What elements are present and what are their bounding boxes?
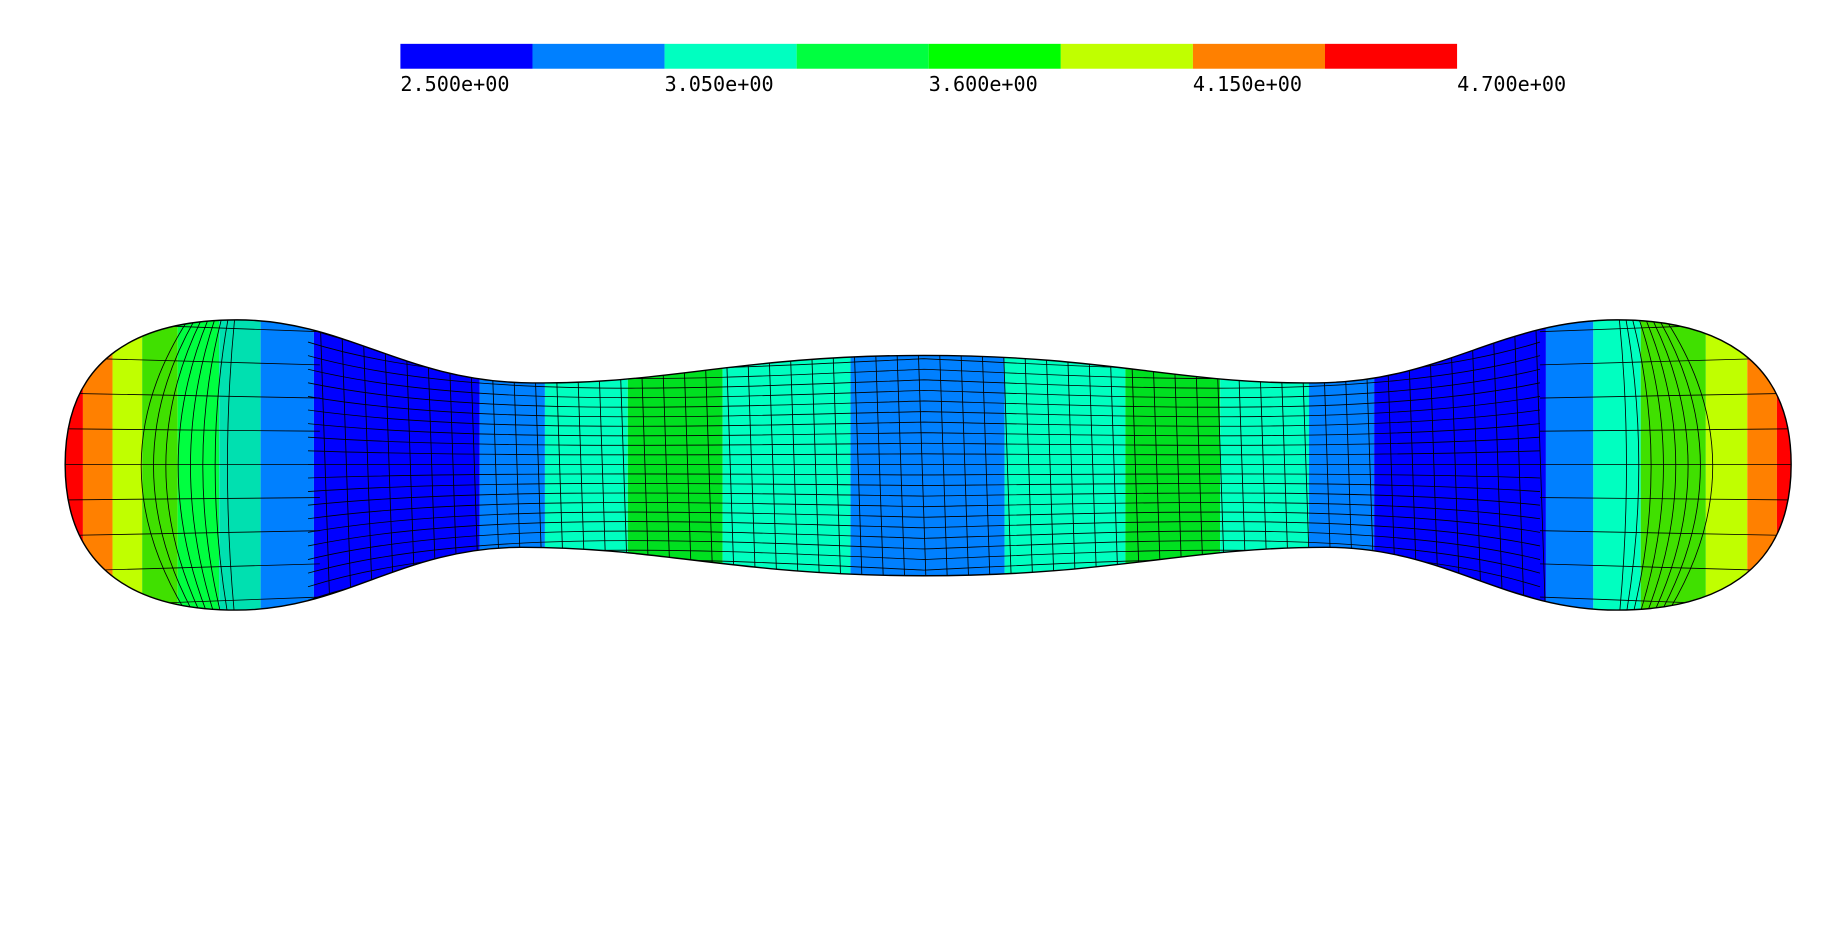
mesh-line [307,423,1541,437]
mesh-line [1651,319,1701,611]
mesh-line [340,319,353,611]
mesh-line [895,319,907,611]
mesh-line [307,382,1541,408]
mesh-line [307,502,1541,520]
color-band [1192,43,1325,69]
mesh-line [1513,319,1526,611]
mesh-line [1640,319,1677,611]
mesh-line [362,319,374,611]
mesh-line [307,530,1541,560]
mesh-line [140,319,197,611]
mesh-line [227,319,237,611]
mesh-line [937,319,950,611]
mesh-line [873,319,886,611]
color-band [796,43,929,69]
mesh-line [214,319,231,611]
mesh-line [65,357,320,366]
mesh-line [190,319,220,611]
mesh-line [319,319,331,611]
colorbar-tick-label: 2.500e+00 [400,72,509,96]
mesh-line [1534,319,1547,611]
mesh-lines [65,319,1792,611]
mesh-line [307,355,1541,389]
mesh-line [1539,497,1792,501]
mesh-line [307,450,1541,456]
mesh-line [1657,319,1714,611]
mesh-line [307,436,1541,446]
colorbar: 2.500e+00 3.050e+00 3.600e+00 4.150e+00 4.70… [400,43,1566,96]
mesh-line [65,392,320,399]
mesh-line [1629,319,1652,611]
mesh-line [1470,319,1483,611]
mesh-line [1623,319,1640,611]
mesh-line [177,319,214,611]
mesh-line [202,319,225,611]
color-band [1324,43,1458,69]
colorbar-tick-label: 4.150e+00 [1193,72,1302,96]
color-band [400,43,533,69]
mesh-line [307,540,1541,574]
mesh-line [153,319,202,611]
mesh-line [307,396,1541,418]
mesh-line [307,368,1541,399]
color-band [664,43,797,69]
color-band [532,43,665,69]
mesh-line [307,492,1541,506]
mesh-line [307,483,1541,492]
mesh-line [65,530,320,536]
colorbar-tick-label: 4.700e+00 [1457,72,1566,96]
mesh-line [165,319,208,611]
color-band [928,43,1061,69]
mesh-line [65,497,320,501]
colorbar-tick-label: 3.600e+00 [929,72,1038,96]
mesh-line [1539,530,1792,536]
body-outline [64,319,1792,611]
mesh-line [1539,563,1792,572]
mesh-line [1539,428,1792,432]
mesh-line [65,563,320,572]
mesh-line [307,473,1541,479]
mesh-line [65,428,320,432]
mesh-line [1634,319,1664,611]
mesh-line [1492,319,1504,611]
color-band [1060,43,1193,69]
mesh-line [1539,392,1792,399]
mesh-line [1617,319,1627,611]
mesh-line [916,319,928,611]
colorbar-tick-label: 3.050e+00 [665,72,774,96]
mesh-line [307,409,1541,427]
mesh-line [1646,319,1689,611]
